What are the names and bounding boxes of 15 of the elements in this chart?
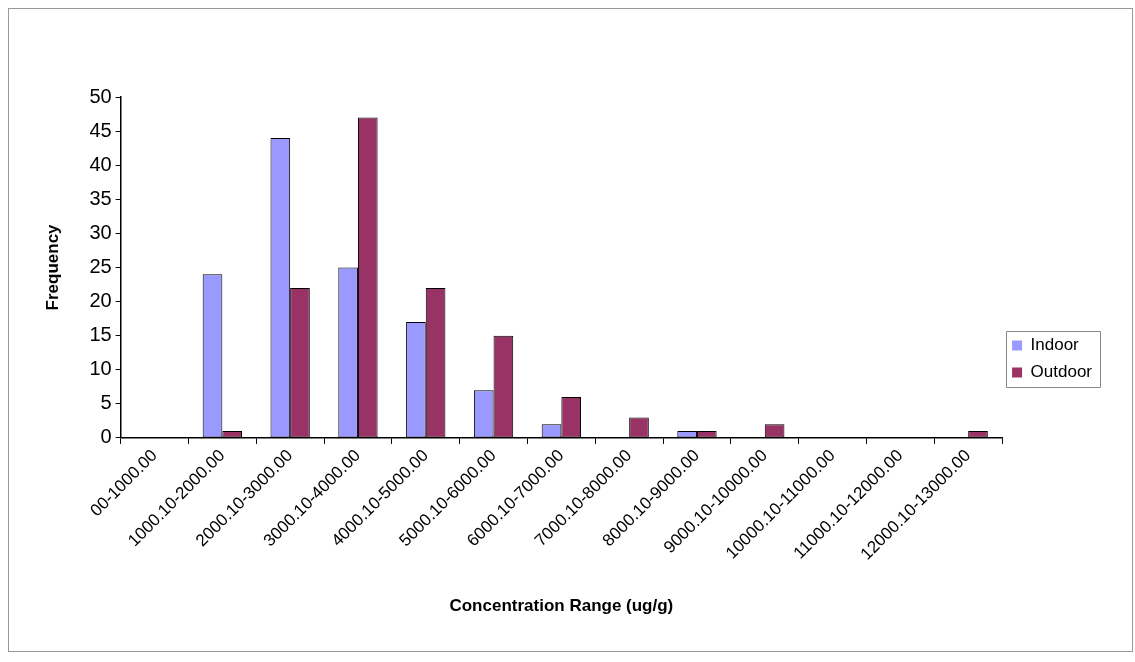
y-tick-label: 20 bbox=[89, 289, 112, 312]
y-tick-label: 40 bbox=[89, 152, 112, 175]
y-tick-label: 10 bbox=[89, 357, 112, 380]
legend-label: Indoor bbox=[1030, 335, 1080, 355]
y-tick-label: 0 bbox=[100, 425, 112, 448]
y-tick-label: 15 bbox=[89, 323, 112, 346]
y-tick-label: 25 bbox=[89, 254, 112, 277]
legend-label: Outdoor bbox=[1030, 362, 1093, 382]
y-tick-label: 50 bbox=[89, 84, 112, 107]
x-axis-title: Concentration Range (ug/g) bbox=[449, 596, 674, 616]
y-tick-label: 30 bbox=[89, 220, 112, 243]
y-tick-label: 45 bbox=[89, 118, 112, 141]
y-axis-title: Frequency bbox=[42, 223, 62, 311]
y-tick-label: 35 bbox=[89, 186, 112, 209]
y-tick-label: 5 bbox=[100, 391, 112, 414]
